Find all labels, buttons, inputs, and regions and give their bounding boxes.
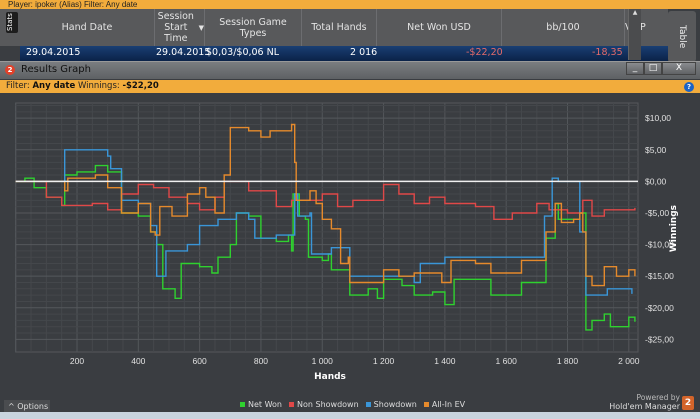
x-tick-label: 600 <box>193 356 207 366</box>
x-tick-label: 1 200 <box>373 356 395 366</box>
x-tick-label: 1 800 <box>557 356 579 366</box>
x-tick-label: 2 000 <box>618 356 640 366</box>
y-tick-label: $5,00 <box>645 145 667 155</box>
legend-swatch <box>365 402 371 407</box>
plot-area <box>15 102 639 353</box>
table-row[interactable]: 29.04.2015 29.04.2015 $0,03/$0,06 NL 2 0… <box>20 46 668 61</box>
window-border <box>0 412 700 419</box>
stats-tab[interactable]: Stats <box>6 12 18 33</box>
cell-total-hands: 2 016 <box>350 47 378 58</box>
player-filter-text: Player: ipoker (Alias) Filter: Any date <box>8 0 138 9</box>
legend-item[interactable]: Showdown <box>365 400 417 409</box>
hm-brand: Hold'em Manager <box>609 402 680 411</box>
help-icon[interactable]: ? <box>684 82 694 92</box>
legend-item[interactable]: Net Won <box>240 400 282 409</box>
hm-logo: 2 <box>682 396 694 410</box>
y-tick-label: -$10,00 <box>645 240 674 250</box>
legend-item[interactable]: All-In EV <box>423 400 466 409</box>
legend-swatch <box>289 402 294 407</box>
hm2-icon: 2 <box>5 65 15 75</box>
cell-hand-date: 29.04.2015 <box>26 47 81 58</box>
series-line-all-in-ev <box>15 123 636 287</box>
y-tick-label: -$20,00 <box>645 303 674 313</box>
x-tick-label: 200 <box>70 356 84 366</box>
y-tick-label: $10,00 <box>645 113 671 123</box>
player-filter-bar: Player: ipoker (Alias) Filter: Any date <box>0 0 700 9</box>
powered-by: Powered by Hold'em Manager <box>600 393 680 411</box>
y-tick-label: $0,00 <box>645 176 667 186</box>
col-game-types[interactable]: Session Game Types <box>205 9 302 46</box>
col-session-start[interactable]: Session Start Time ▼ <box>155 9 205 46</box>
results-chart: 200 400 600 800 1 000 1 200 1 400 1 600 1 800 2 0… <box>15 102 674 366</box>
series-line-non-showdown <box>15 180 636 220</box>
results-graph-titlebar[interactable] <box>0 61 700 79</box>
cell-net-won: -$22,20 <box>466 47 503 58</box>
legend-item[interactable]: Non Showdown <box>289 400 359 409</box>
col-bb100[interactable]: bb/100 <box>502 9 625 46</box>
winnings-label: Winnings: <box>77 81 120 91</box>
x-tick-label: 1 000 <box>312 356 334 366</box>
y-tick-label: -$5,00 <box>645 208 669 218</box>
x-tick-label: 800 <box>254 356 268 366</box>
filter-label: Filter: <box>6 81 30 91</box>
close-button[interactable]: X <box>662 62 696 75</box>
chart-legend: Net Won Non Showdown Showdown All-In EV <box>240 400 465 409</box>
cell-session-start: 29.04.2015 <box>156 47 211 58</box>
options-button[interactable]: ^ Options <box>4 400 50 414</box>
x-tick-label: 1 600 <box>496 356 518 366</box>
col-label: Session Start Time <box>157 11 194 44</box>
table-header: Hand Date Session Start Time ▼ Session Ga… <box>0 9 668 46</box>
col-hand-date[interactable]: Hand Date <box>20 9 155 46</box>
x-axis-label: Hands <box>314 372 346 382</box>
cell-game-type: $0,03/$0,06 NL <box>206 47 280 58</box>
legend-label: Non Showdown <box>297 400 359 409</box>
legend-swatch <box>240 402 245 407</box>
filter-bar: Filter: Any date Winnings: -$22,20 <box>0 80 700 93</box>
filter-value: Any date <box>32 81 76 91</box>
legend-label: Showdown <box>373 400 417 409</box>
x-tick-label: 1 400 <box>434 356 456 366</box>
cell-bb100: -18,35 <box>592 47 623 58</box>
minimize-button[interactable]: _ <box>626 62 644 75</box>
col-total-hands[interactable]: Total Hands <box>302 9 377 46</box>
y-tick-label: -$25,00 <box>645 334 674 344</box>
legend-swatch <box>423 402 429 407</box>
y-tick-label: -$15,00 <box>645 271 674 281</box>
y-axis-label: Winnings <box>669 205 679 253</box>
col-net-won[interactable]: Net Won USD <box>377 9 502 46</box>
legend-label: Net Won <box>248 400 282 409</box>
legend-label: All-In EV <box>431 400 466 409</box>
sort-desc-icon: ▼ <box>198 23 204 32</box>
window-title: Results Graph <box>21 64 91 75</box>
maximize-button[interactable]: □ <box>644 62 662 75</box>
x-tick-label: 400 <box>131 356 145 366</box>
table-scrollbar[interactable]: ▲ <box>628 9 641 60</box>
table-tab[interactable]: Table <box>668 11 696 62</box>
winnings-value: -$22,20 <box>122 81 159 91</box>
powered-by-text: Powered by <box>636 393 680 402</box>
scroll-up-icon[interactable]: ▲ <box>632 9 638 16</box>
